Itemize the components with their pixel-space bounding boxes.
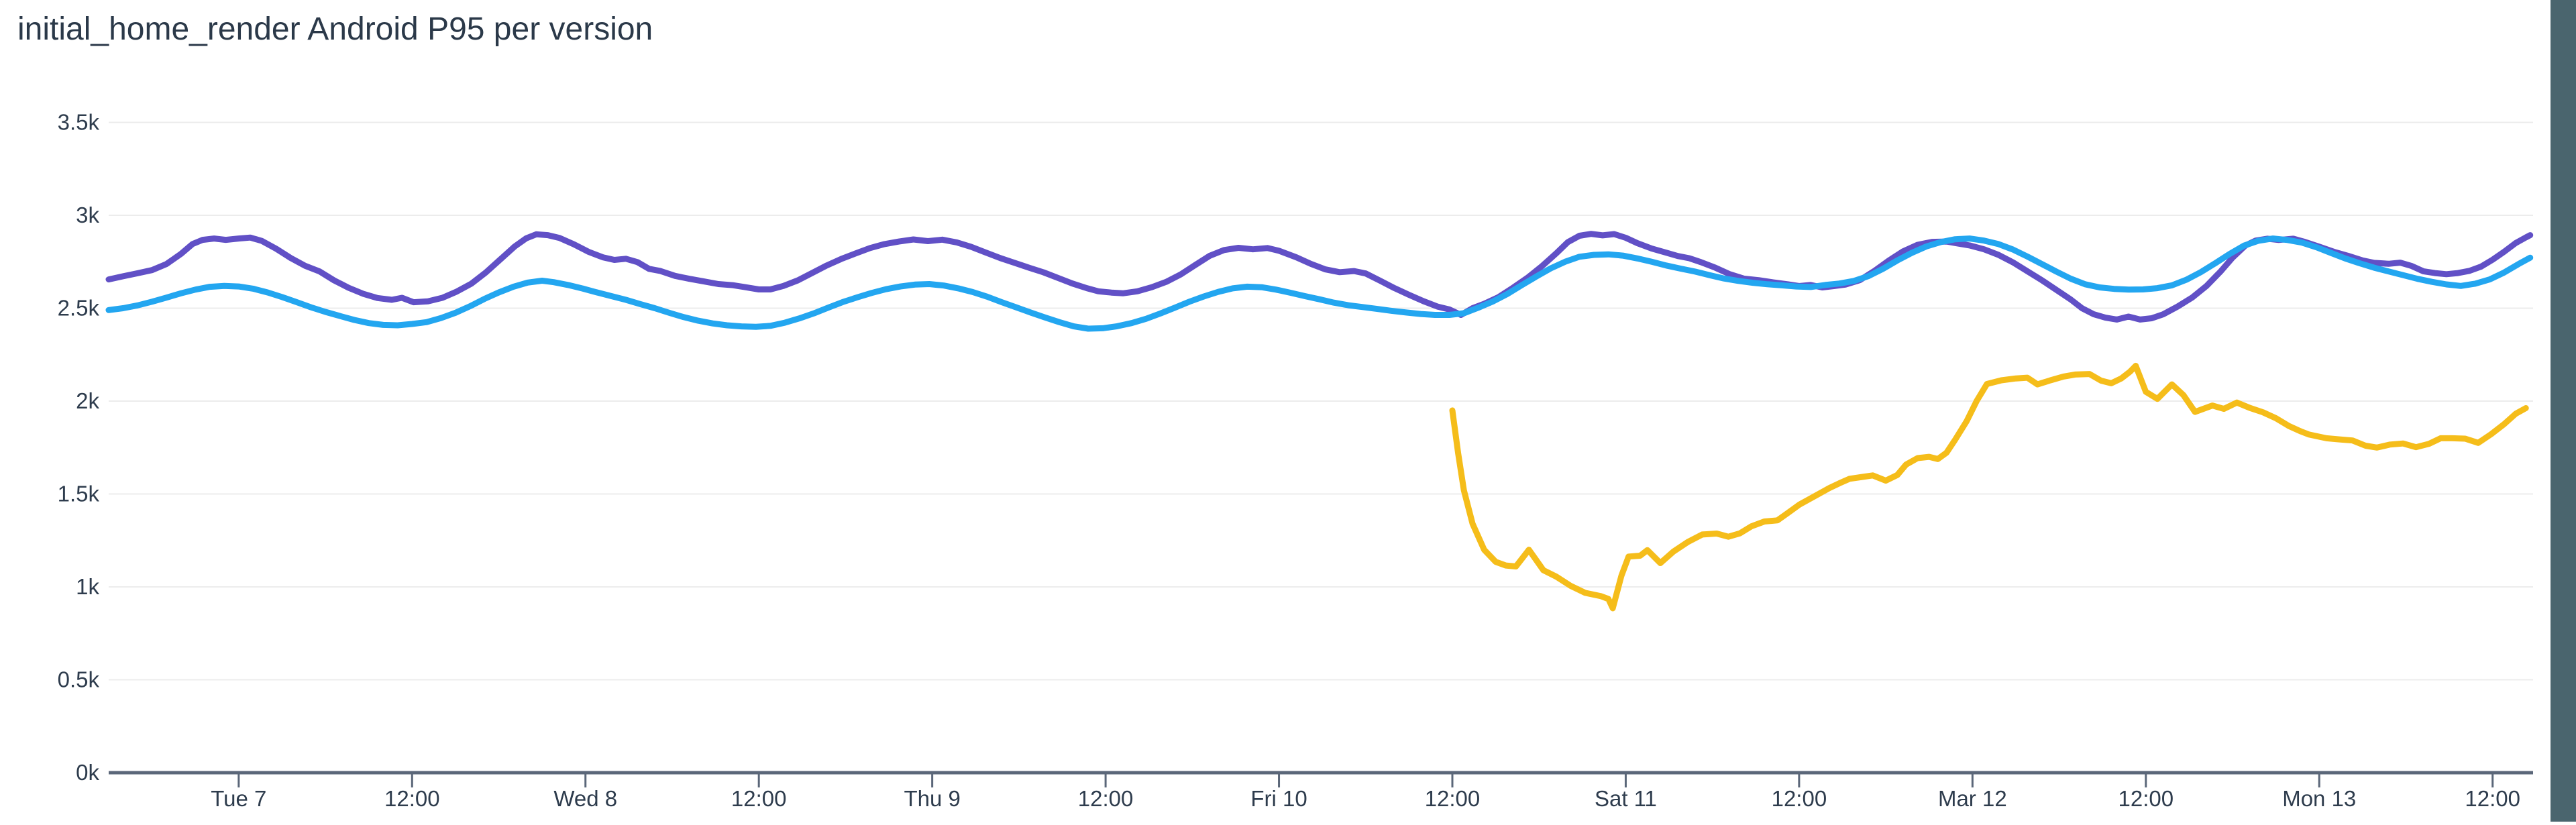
y-axis-label: 1k bbox=[76, 574, 99, 599]
x-axis-label: Mon 13 bbox=[2282, 786, 2356, 811]
x-axis-label: Tue 7 bbox=[211, 786, 266, 811]
x-axis-label: Wed 8 bbox=[553, 786, 617, 811]
x-axis-label: 12:00 bbox=[2465, 786, 2520, 811]
y-axis-label: 2k bbox=[76, 388, 99, 413]
x-axis-label: 12:00 bbox=[731, 786, 787, 811]
series-purple-line bbox=[105, 231, 2534, 323]
x-axis-label: Thu 9 bbox=[904, 786, 960, 811]
y-axis-label: 3.5k bbox=[58, 110, 100, 135]
x-axis-label: 12:00 bbox=[1772, 786, 1827, 811]
series-yellow-line bbox=[1449, 362, 2529, 612]
x-axis-label: Sat 11 bbox=[1595, 786, 1657, 811]
y-axis-label: 2.5k bbox=[58, 296, 100, 321]
series-blue-line bbox=[105, 235, 2534, 332]
x-axis-label: Fri 10 bbox=[1250, 786, 1307, 811]
x-axis-labels-group: Tue 7 12:00 Wed 8 12:00 Thu 9 12:00 Fri 10 12:0… bbox=[211, 786, 2520, 811]
y-axis-label: 3k bbox=[76, 203, 99, 227]
x-axis-label: 12:00 bbox=[2118, 786, 2174, 811]
x-axis-label: 12:00 bbox=[1425, 786, 1481, 811]
gridlines-group bbox=[109, 121, 2533, 681]
x-axis-label: Mar 12 bbox=[1938, 786, 2007, 811]
y-axis-label: 0.5k bbox=[58, 667, 100, 692]
x-axis-label: 12:00 bbox=[384, 786, 440, 811]
y-axis-labels-group: 0k 0.5k 1k 1.5k 2k 2.5k 3k 3.5k bbox=[58, 110, 100, 785]
y-axis-label: 1.5k bbox=[58, 482, 100, 506]
x-axis-ticks-group bbox=[237, 774, 2494, 787]
y-axis-label: 0k bbox=[76, 760, 99, 785]
x-axis-label: 12:00 bbox=[1078, 786, 1134, 811]
page-title: initial_home_render Android P95 per vers… bbox=[17, 11, 653, 47]
right-sidebar-strip bbox=[2551, 0, 2576, 822]
